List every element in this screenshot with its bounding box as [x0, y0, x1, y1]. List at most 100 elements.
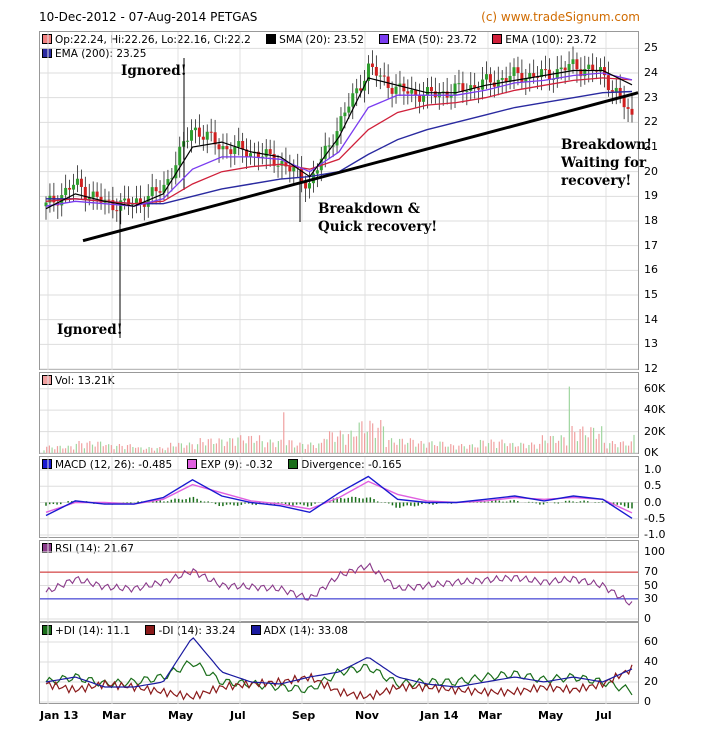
- rsi-tick-label: 50: [644, 578, 658, 592]
- candle-body: [335, 131, 339, 146]
- price-tick-label: 22: [644, 115, 658, 129]
- ohlc-legend: Op:22.24, Hi:22.26, Lo:22.16, Cl:22.2: [55, 34, 251, 46]
- candle-body: [606, 75, 610, 91]
- candle-body: [280, 160, 284, 166]
- ohlc-swatch-icon: [42, 34, 52, 44]
- candle-body: [481, 79, 485, 90]
- x-tick-label: May: [168, 709, 194, 722]
- candle-body: [134, 198, 138, 204]
- dmi-tick-label: 0: [644, 695, 651, 708]
- dmi-panel: +DI (14): 11.1 -DI (14): 33.24 ADX (14):…: [39, 622, 639, 704]
- annotation-ignored-top: Ignored!: [121, 63, 187, 79]
- candle-body: [484, 74, 488, 80]
- candle-body: [241, 140, 245, 150]
- candle-body: [465, 90, 469, 92]
- candle-body: [256, 151, 260, 159]
- x-tick-label: Mar: [102, 709, 126, 722]
- mdi-swatch-icon: [145, 625, 156, 635]
- candle-body: [626, 107, 630, 109]
- candle-body: [563, 67, 567, 71]
- candle-body: [339, 116, 343, 132]
- price-legend: Op:22.24, Hi:22.26, Lo:22.16, Cl:22.2 SM…: [42, 33, 609, 61]
- candle-body: [488, 74, 492, 83]
- annotation-breakdown-1-line1: Breakdown &: [318, 201, 420, 217]
- candle-body: [79, 178, 83, 187]
- candle-body: [492, 82, 496, 87]
- candle-body: [532, 73, 536, 77]
- ema100-legend: EMA (100): 23.72: [505, 34, 597, 46]
- volume-tick-label: 60K: [644, 381, 666, 395]
- candle-body: [555, 69, 559, 79]
- candle-body: [382, 75, 386, 77]
- dmi-tick-label: 40: [644, 655, 658, 668]
- x-tick-label: Sep: [292, 709, 316, 722]
- divergence-legend-label: Divergence: -0.165: [301, 459, 402, 471]
- macd-tick-label: 0.0: [644, 495, 662, 509]
- sma20-swatch-icon: [266, 34, 277, 44]
- ema50-line: [45, 72, 633, 207]
- candle-body: [95, 191, 99, 197]
- volume-legend-label: Vol: 13.21K: [55, 375, 115, 387]
- candle-body: [410, 89, 414, 94]
- volume-legend: Vol: 13.21K: [42, 374, 115, 388]
- price-tick-label: 21: [644, 140, 658, 153]
- exp-swatch-icon: [187, 459, 198, 469]
- candle-body: [107, 199, 111, 201]
- price-tick-label: 13: [644, 337, 658, 351]
- candle-body: [614, 87, 618, 92]
- candle-body: [351, 93, 355, 107]
- candle-body: [304, 181, 308, 189]
- candle-body: [414, 89, 418, 95]
- rsi-line: [45, 562, 633, 606]
- candle-body: [571, 59, 575, 65]
- candle-body: [390, 87, 394, 94]
- macd-line: [45, 475, 633, 519]
- candle-body: [229, 149, 233, 155]
- pdi-legend-label: +DI (14): 11.1: [55, 625, 131, 637]
- candle-body: [630, 108, 634, 115]
- candle-body: [528, 73, 532, 79]
- support-trendline: [82, 91, 639, 243]
- sma20-line: [45, 69, 633, 210]
- candle-body: [225, 146, 229, 150]
- candle-body: [359, 88, 363, 91]
- candle-body: [264, 149, 268, 157]
- price-tick-label: 12: [644, 362, 658, 375]
- x-tick-label: Nov: [355, 709, 379, 722]
- candle-body: [512, 67, 516, 76]
- candle-body: [300, 168, 304, 182]
- candle-body: [591, 64, 595, 71]
- candle-body: [398, 83, 402, 87]
- volume-panel: Vol: 13.21K: [39, 372, 639, 454]
- x-tick-label: Mar: [478, 709, 502, 722]
- candle-body: [370, 63, 374, 67]
- candle-body: [99, 196, 103, 203]
- candle-body: [524, 78, 528, 83]
- x-tick-label: Jul: [596, 709, 612, 722]
- candle-body: [87, 197, 91, 200]
- candle-body: [575, 59, 579, 70]
- candle-body: [504, 77, 508, 82]
- price-tick-label: 15: [644, 288, 658, 301]
- volume-tick-label: 40K: [644, 403, 666, 417]
- candle-body: [174, 165, 178, 179]
- candle-body: [91, 191, 95, 198]
- candle-body: [201, 136, 205, 140]
- adx-legend-label: ADX (14): 33.08: [263, 625, 348, 637]
- adx-line: [45, 637, 633, 688]
- ema50-swatch-icon: [379, 34, 390, 44]
- candle-body: [166, 179, 170, 185]
- candle-body: [418, 94, 422, 102]
- mdi-line: [45, 664, 633, 701]
- price-tick-label: 20: [644, 164, 658, 178]
- candle-body: [422, 95, 426, 102]
- rsi-panel: RSI (14): 21.67: [39, 540, 639, 622]
- candle-body: [540, 69, 544, 78]
- candle-body: [178, 146, 182, 166]
- candle-body: [221, 146, 225, 150]
- candle-body: [213, 132, 217, 145]
- ema200-line: [46, 90, 633, 205]
- candle-body: [473, 85, 477, 89]
- copyright-link[interactable]: (c) www.tradeSignum.com: [481, 10, 640, 24]
- candle-body: [347, 106, 351, 113]
